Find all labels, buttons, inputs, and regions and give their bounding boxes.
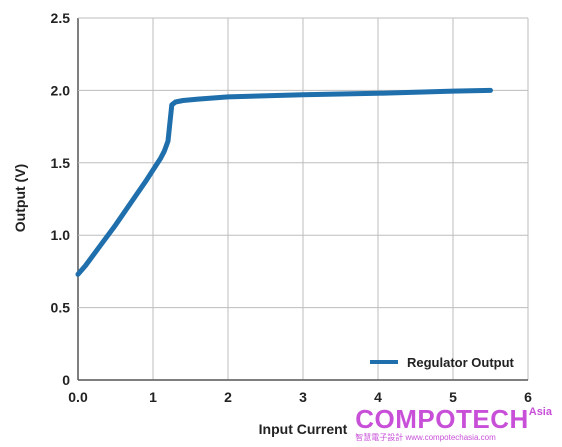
legend-label: Regulator Output — [407, 355, 515, 370]
watermark-subtext: 智慧電子設計 www.compotechasia.com — [355, 433, 496, 442]
x-tick-label: 2 — [224, 389, 232, 405]
watermark-superscript: Asia — [528, 406, 552, 418]
y-tick-label: 2.5 — [51, 10, 71, 26]
x-tick-label: 1 — [149, 389, 157, 405]
compotech-watermark: COMPOTECHAsia 智慧電子設計 www.compotechasia.c… — [355, 406, 552, 443]
x-tick-label: 0.0 — [68, 389, 88, 405]
x-axis-title: Input Current — [259, 421, 348, 437]
x-tick-label: 6 — [524, 389, 532, 405]
x-tick-label: 3 — [299, 389, 307, 405]
legend: Regulator Output — [370, 355, 515, 370]
series-layer — [75, 87, 493, 277]
y-tick-label: 1.5 — [51, 155, 71, 171]
grid-lines — [77, 17, 529, 381]
y-tick-labels: 0 0.5 1.0 1.5 2.0 2.5 — [51, 10, 71, 388]
y-tick-label: 0.5 — [51, 300, 71, 316]
x-tick-labels: 0.0 1 2 3 4 5 6 — [68, 389, 532, 405]
x-tick-label: 5 — [449, 389, 457, 405]
watermark-main-text: COMPOTECH — [355, 404, 529, 434]
y-axis-title: Output (V) — [12, 164, 28, 232]
y-tick-label: 0 — [62, 372, 70, 388]
x-tick-label: 4 — [374, 389, 382, 405]
series-line-regulator-output — [75, 87, 493, 277]
y-tick-label: 1.0 — [51, 227, 71, 243]
y-tick-label: 2.0 — [51, 82, 71, 98]
